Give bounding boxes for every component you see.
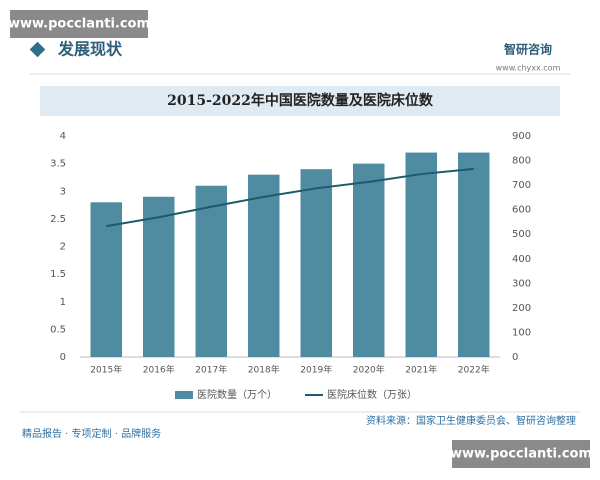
x-tick-label: 2017年	[195, 364, 227, 376]
bar	[353, 163, 385, 357]
site: www.chyxx.com	[496, 64, 561, 73]
bar	[143, 196, 175, 357]
bar	[248, 174, 280, 357]
y2-tick-label: 400	[512, 254, 531, 265]
x-tick-label: 2019年	[300, 364, 332, 376]
x-tick-label: 2022年	[458, 364, 490, 376]
watermark-box	[452, 440, 590, 468]
y-tick-label: 3	[60, 186, 66, 197]
y2-tick-label: 600	[512, 205, 531, 216]
y-tick-label: 0	[60, 352, 66, 363]
x-tick-label: 2015年	[90, 364, 122, 376]
y2-tick-label: 200	[512, 303, 531, 314]
source: 资料来源：国家卫生健康委员会、智研咨询整理	[366, 414, 576, 427]
legend-swatch	[175, 391, 193, 399]
x-tick-label: 2016年	[143, 364, 175, 376]
y-tick-label: 1	[60, 297, 66, 308]
legend-label: 医院数量（万个）	[197, 388, 277, 401]
header-icon	[29, 41, 46, 58]
y2-tick-label: 500	[512, 229, 531, 240]
slogan: 精品报告 · 专项定制 · 品牌服务	[22, 427, 161, 440]
brand: 智研咨询	[503, 42, 552, 57]
watermark-box	[10, 10, 148, 38]
y-tick-label: 0.5	[50, 324, 66, 335]
header-title: 发展现状	[57, 40, 123, 59]
title-band	[40, 86, 560, 116]
line	[106, 167, 474, 228]
watermark: www.pocclanti.com	[8, 17, 150, 32]
y2-tick-label: 0	[512, 352, 518, 363]
y2-tick-label: 900	[512, 131, 531, 142]
bar	[300, 169, 332, 357]
legend-label: 医院床位数（万张）	[327, 388, 417, 401]
watermark: www.pocclanti.com	[450, 447, 592, 462]
y2-tick-label: 700	[512, 180, 531, 191]
y-tick-label: 2.5	[50, 214, 66, 225]
bar	[458, 152, 490, 357]
x-tick-label: 2020年	[353, 364, 385, 376]
chart-title: 2015-2022年中国医院数量及医院床位数	[167, 92, 434, 109]
x-tick-label: 2018年	[248, 364, 280, 376]
bar	[90, 202, 122, 357]
y2-tick-label: 100	[512, 327, 531, 338]
bar	[195, 185, 227, 357]
y2-tick-label: 300	[512, 278, 531, 289]
y-tick-label: 1.5	[50, 269, 66, 280]
x-tick-label: 2021年	[405, 364, 437, 376]
y-tick-label: 2	[60, 242, 66, 253]
y-tick-label: 3.5	[50, 159, 66, 170]
y-tick-label: 4	[60, 131, 66, 142]
bar	[405, 152, 437, 357]
y2-tick-label: 800	[512, 156, 531, 167]
